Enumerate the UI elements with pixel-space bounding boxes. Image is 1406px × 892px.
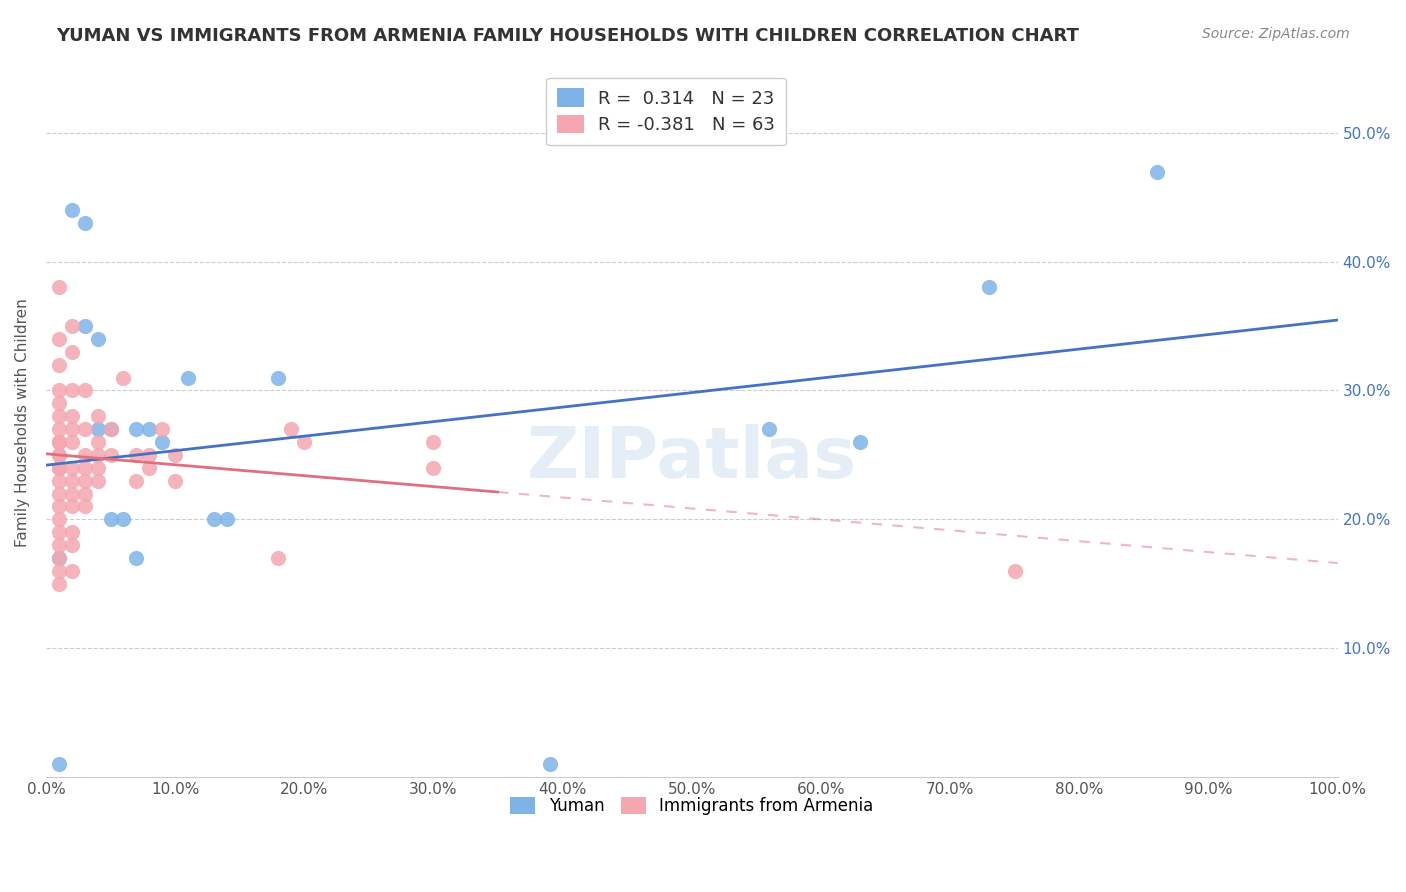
Point: [48, 435, 70, 450]
Legend: Yuman, Immigrants from Armenia: Yuman, Immigrants from Armenia: [501, 787, 883, 825]
Point: [60, 422, 83, 436]
Point: [48, 358, 70, 372]
Point: [48, 564, 70, 578]
Point: [215, 512, 238, 526]
Point: [48, 550, 70, 565]
Point: [48, 460, 70, 475]
Point: [1004, 564, 1026, 578]
Point: [112, 370, 135, 384]
Point: [60, 474, 83, 488]
Point: [422, 460, 444, 475]
Point: [100, 422, 122, 436]
Point: [138, 422, 160, 436]
Point: [125, 448, 148, 462]
Point: [60, 319, 83, 334]
Point: [1146, 164, 1168, 178]
Point: [48, 486, 70, 500]
Point: [48, 474, 70, 488]
Point: [48, 435, 70, 450]
Point: [73, 319, 96, 334]
Point: [48, 448, 70, 462]
Point: [125, 550, 148, 565]
Point: [48, 460, 70, 475]
Point: [60, 500, 83, 514]
Point: [125, 422, 148, 436]
Point: [60, 384, 83, 398]
Point: [48, 448, 70, 462]
Point: [267, 550, 290, 565]
Point: [73, 422, 96, 436]
Point: [48, 280, 70, 294]
Point: [48, 500, 70, 514]
Point: [60, 564, 83, 578]
Point: [202, 512, 225, 526]
Point: [138, 460, 160, 475]
Point: [73, 384, 96, 398]
Point: [48, 576, 70, 591]
Point: [73, 448, 96, 462]
Point: [165, 448, 187, 462]
Point: [165, 474, 187, 488]
Point: [48, 332, 70, 346]
Point: [48, 756, 70, 771]
Point: [48, 384, 70, 398]
Point: [73, 216, 96, 230]
Point: [73, 474, 96, 488]
Point: [86, 435, 108, 450]
Point: [848, 435, 870, 450]
Point: [48, 525, 70, 540]
Point: [280, 422, 302, 436]
Point: [112, 512, 135, 526]
Point: [538, 756, 561, 771]
Point: [177, 370, 200, 384]
Point: [48, 422, 70, 436]
Point: [60, 486, 83, 500]
Point: [86, 474, 108, 488]
Point: [60, 460, 83, 475]
Point: [86, 460, 108, 475]
Point: [86, 422, 108, 436]
Text: ZIPatlas: ZIPatlas: [527, 424, 856, 492]
Point: [48, 409, 70, 424]
Point: [100, 448, 122, 462]
Point: [100, 422, 122, 436]
Point: [125, 474, 148, 488]
Point: [150, 422, 173, 436]
Point: [73, 460, 96, 475]
Y-axis label: Family Households with Children: Family Households with Children: [15, 298, 30, 547]
Point: [60, 409, 83, 424]
Point: [48, 396, 70, 410]
Point: [60, 203, 83, 218]
Point: [86, 448, 108, 462]
Point: [758, 422, 780, 436]
Point: [73, 500, 96, 514]
Point: [86, 409, 108, 424]
Point: [73, 486, 96, 500]
Text: YUMAN VS IMMIGRANTS FROM ARMENIA FAMILY HOUSEHOLDS WITH CHILDREN CORRELATION CHA: YUMAN VS IMMIGRANTS FROM ARMENIA FAMILY …: [56, 27, 1080, 45]
Point: [60, 435, 83, 450]
Text: Source: ZipAtlas.com: Source: ZipAtlas.com: [1202, 27, 1350, 41]
Point: [100, 512, 122, 526]
Point: [977, 280, 1000, 294]
Point: [48, 550, 70, 565]
Point: [86, 332, 108, 346]
Point: [48, 512, 70, 526]
Point: [60, 344, 83, 359]
Point: [267, 370, 290, 384]
Point: [138, 448, 160, 462]
Point: [48, 538, 70, 552]
Point: [150, 435, 173, 450]
Point: [60, 538, 83, 552]
Point: [422, 435, 444, 450]
Point: [292, 435, 315, 450]
Point: [60, 525, 83, 540]
